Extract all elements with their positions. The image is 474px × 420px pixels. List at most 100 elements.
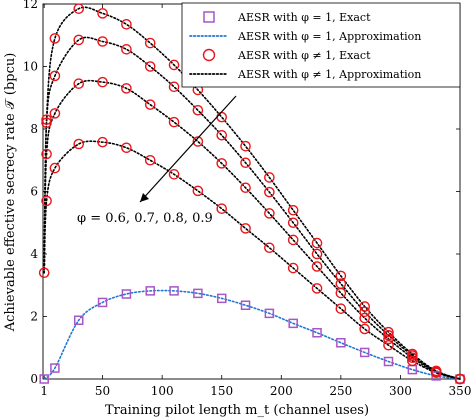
square-marker [216,293,227,304]
square-marker [312,328,322,338]
circle-marker [192,185,204,197]
square-marker [169,286,179,296]
square-marker [97,297,108,308]
y-tick-label: 6 [30,185,38,199]
circle-marker [287,262,299,274]
square-marker [145,286,155,296]
y-tick-label: 2 [30,310,38,324]
x-tick-label: 100 [151,384,174,398]
circle-marker [97,76,108,88]
legend-square-icon [203,11,215,23]
circle-marker [383,329,394,341]
circle-marker [359,306,370,318]
circle-marker [335,287,347,299]
circle-marker [168,169,180,180]
legend-label: AESR with φ ≠ 1, Approximation [237,68,421,81]
x-tick-label: 200 [270,384,293,398]
circle-marker [430,365,442,377]
annotation-arrowhead [140,193,149,202]
circle-marker [38,267,50,279]
circle-marker [216,203,228,214]
circle-marker [121,19,132,30]
circle-marker [335,303,347,314]
phi-annotation: φ = 0.6, 0.7, 0.8, 0.9 [77,211,213,226]
circle-marker [49,70,61,82]
circle-marker [41,195,52,207]
circle-marker [359,312,370,324]
series-curve-2 [43,79,461,380]
circle-marker [73,138,85,150]
circle-marker [311,237,323,249]
circle-marker [97,36,108,47]
square-marker [240,300,251,310]
circle-marker [454,373,466,385]
square-marker [407,364,418,375]
legend-circle-icon [202,48,216,62]
circle-marker [240,157,251,169]
data-markers [38,3,466,385]
circle-marker [287,234,299,246]
circle-marker [144,61,156,72]
circle-marker [335,270,347,282]
x-tick-label: 300 [389,384,412,398]
circle-marker [383,339,394,351]
circle-marker [264,172,275,183]
circle-marker [383,333,394,345]
circle-marker [49,33,61,44]
circle-marker [264,242,275,254]
circle-marker [41,114,52,125]
circle-marker [192,104,204,116]
data-curves [43,6,461,380]
circle-marker [73,78,85,89]
circle-marker [407,355,418,367]
y-axis-label: Achievable effective secrecy rate 𝒯 (bpc… [3,53,18,333]
square-marker [336,338,346,348]
circle-marker [144,99,156,110]
legend-label: AESR with φ = 1, Approximation [237,30,421,43]
square-marker [264,308,275,319]
legend: AESR with φ = 1, Exact AESR with φ = 1, A… [181,2,461,88]
y-tick-label: 12 [23,0,38,11]
circle-marker [240,182,251,194]
square-marker [73,315,84,325]
circle-marker [168,81,180,93]
circle-marker [97,8,108,19]
x-tick-label: 350 [449,384,472,398]
circle-marker [311,283,323,294]
circle-marker [121,142,132,154]
annotation-arrow [139,95,237,203]
circle-marker [144,37,156,49]
y-tick-label: 10 [23,60,38,74]
square-marker [193,288,203,299]
circle-marker [41,117,52,129]
circle-marker [49,108,61,119]
circle-marker [240,223,251,234]
x-tick-label: 50 [95,384,110,398]
circle-marker [192,136,204,147]
circle-marker [121,83,132,94]
y-tick-label: 0 [30,372,38,386]
circle-marker [97,136,108,148]
circle-marker [73,34,85,46]
circle-marker [335,278,347,289]
y-tick-label: 4 [30,247,38,261]
square-marker [288,318,298,329]
circle-marker [407,348,418,360]
circle-marker [311,261,323,272]
circle-marker [240,140,251,152]
circle-marker [287,217,299,229]
circle-marker [216,158,228,169]
circle-marker [264,208,275,219]
x-axis-label: Training pilot length m_t (channel uses) [105,403,369,418]
circle-marker [383,326,394,338]
x-tick-label: 250 [329,384,352,398]
square-marker [39,374,49,384]
series-curve-3 [43,36,461,380]
circle-marker [144,154,156,166]
circle-marker [359,301,370,312]
circle-marker [49,162,61,174]
circle-marker [168,59,180,71]
circle-marker [121,44,132,55]
legend-label: AESR with φ = 1, Exact [237,11,371,24]
